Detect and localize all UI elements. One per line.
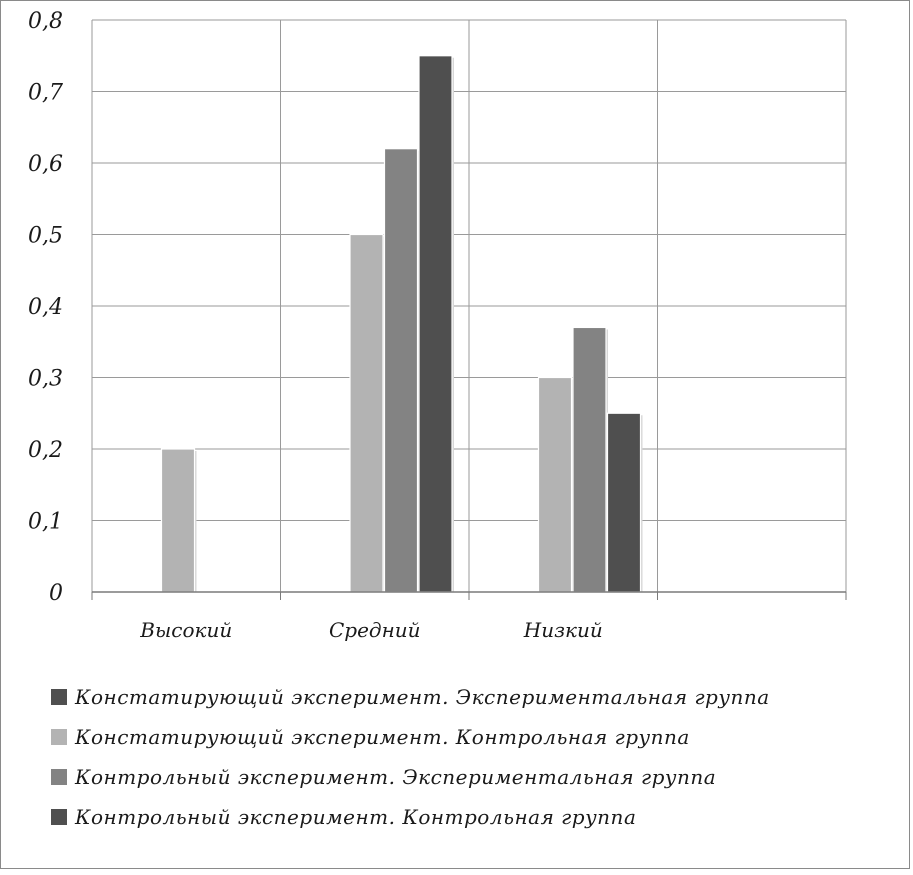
y-tick-label: 0,1	[28, 510, 63, 535]
bar	[418, 55, 453, 593]
y-tick-label: 0,2	[28, 438, 63, 463]
y-tick-labels: 0 0,1 0,2 0,3 0,4 0,5 0,6 0,7 0,8	[28, 9, 63, 606]
legend-entry: Констатирующий эксперимент. Контрольная …	[74, 725, 690, 749]
x-tick-label: Низкий	[523, 618, 603, 642]
bar	[606, 412, 642, 593]
gridlines	[91, 19, 847, 592]
bar	[572, 326, 607, 593]
legend-swatch	[51, 689, 67, 705]
legend-entry: Констатирующий эксперимент. Эксперимента…	[74, 685, 770, 709]
bar	[383, 148, 419, 593]
axes	[91, 591, 847, 600]
bar	[160, 448, 196, 593]
legend-entry: Контрольный эксперимент. Экспериментальн…	[74, 765, 716, 789]
y-tick-label: 0,5	[28, 224, 63, 249]
y-tick-label: 0,4	[28, 295, 63, 320]
legend: Констатирующий эксперимент. Эксперимента…	[51, 685, 770, 829]
x-tick-label: Высокий	[139, 618, 232, 642]
x-tick-labels: Высокий Средний Низкий	[139, 618, 602, 642]
y-tick-label: 0,8	[28, 9, 63, 34]
bar	[537, 376, 573, 593]
y-tick-label: 0,6	[28, 152, 63, 177]
legend-swatch	[51, 809, 67, 825]
legend-swatch	[51, 769, 67, 785]
y-tick-label: 0	[49, 581, 63, 606]
legend-entry: Контрольный эксперимент. Контрольная гру…	[74, 805, 636, 829]
y-tick-label: 0,3	[28, 367, 63, 392]
bar	[349, 233, 384, 593]
y-tick-label: 0,7	[28, 81, 63, 106]
x-tick-label: Средний	[329, 618, 421, 642]
bars	[160, 55, 643, 593]
legend-swatch	[51, 729, 67, 745]
